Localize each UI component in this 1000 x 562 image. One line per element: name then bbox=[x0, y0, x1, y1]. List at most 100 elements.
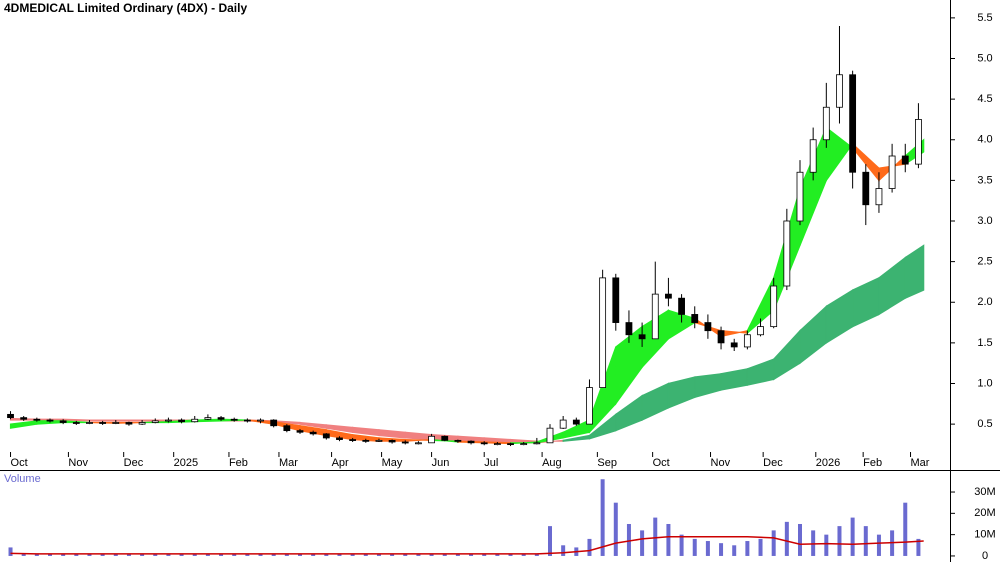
chart-title: 4DMEDICAL Limited Ordinary (4DX) - Daily bbox=[4, 1, 247, 15]
candle-body bbox=[612, 277, 620, 323]
y-tick-label: 3.5 bbox=[977, 174, 992, 186]
candle-body bbox=[362, 439, 370, 442]
volume-bar bbox=[350, 553, 355, 556]
candle-body bbox=[809, 139, 817, 173]
volume-bar bbox=[442, 553, 447, 556]
candle-body bbox=[901, 155, 909, 165]
volume-bar bbox=[166, 553, 171, 556]
candle-body bbox=[678, 297, 685, 315]
volume-bar bbox=[469, 553, 474, 556]
candle-body bbox=[691, 314, 699, 323]
candle-body bbox=[309, 431, 317, 435]
candle-body bbox=[586, 387, 593, 425]
volume-bar bbox=[784, 521, 789, 556]
volume-bar bbox=[245, 553, 250, 556]
candle-body bbox=[112, 422, 120, 424]
volume-bar bbox=[679, 534, 684, 556]
candle-body bbox=[770, 285, 778, 328]
volume-bar bbox=[324, 553, 329, 556]
volume-bar bbox=[179, 553, 184, 556]
x-tick-label: Apr bbox=[332, 457, 349, 469]
candle-body bbox=[862, 171, 870, 206]
volume-bar bbox=[48, 553, 52, 556]
volume-bar bbox=[587, 538, 592, 556]
volume-bar bbox=[548, 526, 552, 556]
volume-bar bbox=[205, 553, 210, 556]
candle-body bbox=[520, 443, 528, 446]
volume-bar bbox=[34, 553, 39, 556]
x-tick-label: Dec bbox=[763, 457, 783, 469]
x-tick-label: Nov bbox=[711, 457, 731, 469]
y-tick-label: 5.0 bbox=[977, 52, 992, 64]
candle-body bbox=[546, 427, 554, 444]
y-tick-label: 2.5 bbox=[977, 256, 992, 268]
candle-body bbox=[651, 293, 659, 340]
volume-bar bbox=[429, 553, 434, 556]
x-tick-label: Mar bbox=[279, 457, 298, 469]
candle-body bbox=[217, 417, 225, 420]
volume-bar bbox=[837, 526, 842, 556]
candle-body bbox=[704, 322, 712, 332]
candle-body bbox=[625, 322, 633, 336]
volume-bar bbox=[626, 523, 631, 556]
volume-bar bbox=[534, 553, 539, 556]
y-tick-label: 4.0 bbox=[977, 134, 992, 146]
volume-title: Volume bbox=[4, 473, 41, 485]
y-tick-label: 0 bbox=[982, 550, 988, 562]
volume-bar bbox=[798, 523, 802, 556]
y-tick-label: 30M bbox=[974, 486, 995, 498]
x-tick-label: Jun bbox=[432, 457, 450, 469]
x-tick-label: Aug bbox=[542, 457, 562, 469]
ma-ribbon bbox=[88, 419, 117, 422]
candle-body bbox=[415, 442, 422, 445]
volume-bar bbox=[653, 517, 658, 556]
volume-bar bbox=[363, 553, 368, 556]
volume-bar bbox=[140, 553, 145, 556]
volume-bar bbox=[916, 538, 921, 556]
volume-bar bbox=[455, 553, 460, 556]
y-tick-label: 1.5 bbox=[977, 337, 992, 349]
candle-body bbox=[822, 106, 830, 141]
candle-body bbox=[138, 422, 146, 425]
candle-body bbox=[165, 419, 172, 422]
volume-bar bbox=[521, 553, 526, 556]
candle-body bbox=[204, 417, 212, 420]
volume-bar bbox=[337, 553, 342, 556]
candle-body bbox=[730, 342, 738, 348]
x-tick-label: 2026 bbox=[816, 457, 840, 469]
candle-body bbox=[915, 119, 922, 165]
volume-bar bbox=[192, 553, 197, 556]
volume-bar bbox=[284, 553, 289, 556]
candle-body bbox=[86, 422, 93, 424]
candle-body bbox=[230, 418, 238, 421]
volume-bar bbox=[876, 534, 881, 556]
candle-body bbox=[191, 418, 199, 423]
candle-body bbox=[559, 419, 567, 429]
volume-bar bbox=[219, 553, 224, 556]
candle-body bbox=[375, 439, 383, 442]
volume-bar bbox=[732, 545, 737, 556]
volume-bar bbox=[100, 553, 105, 556]
candle-body bbox=[441, 435, 449, 441]
volume-bar bbox=[271, 553, 276, 556]
candle-body bbox=[72, 422, 80, 424]
candle-body bbox=[428, 435, 435, 444]
candle-body bbox=[7, 413, 14, 419]
volume-bar bbox=[298, 553, 302, 556]
candle-body bbox=[757, 326, 764, 336]
candle-body bbox=[454, 439, 462, 442]
x-tick-label: Sep bbox=[597, 457, 617, 469]
candle-body bbox=[796, 171, 804, 222]
volume-bar bbox=[863, 526, 868, 556]
x-tick-label: Dec bbox=[124, 457, 144, 469]
volume-bar bbox=[416, 553, 421, 556]
candle-body bbox=[493, 443, 501, 446]
candle-body bbox=[46, 419, 54, 422]
candle-body bbox=[336, 437, 343, 440]
y-tick-label: 3.0 bbox=[977, 215, 992, 227]
candle-body bbox=[283, 425, 291, 432]
candle-body bbox=[151, 420, 159, 423]
x-tick-label: Oct bbox=[653, 457, 670, 469]
volume-bar bbox=[390, 553, 395, 556]
candle-body bbox=[257, 419, 264, 422]
